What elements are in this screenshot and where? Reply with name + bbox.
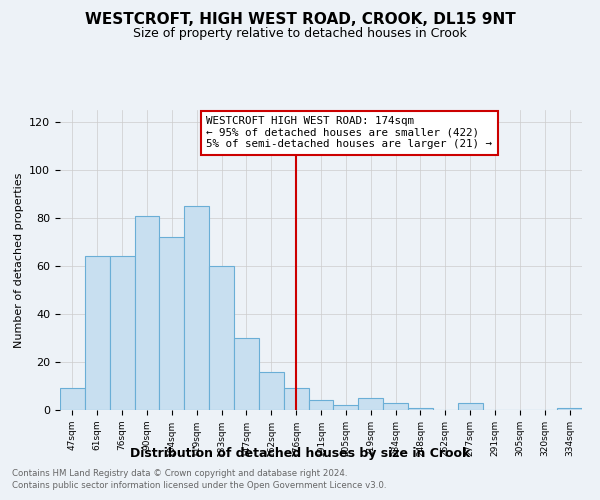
Y-axis label: Number of detached properties: Number of detached properties <box>14 172 23 348</box>
Text: WESTCROFT, HIGH WEST ROAD, CROOK, DL15 9NT: WESTCROFT, HIGH WEST ROAD, CROOK, DL15 9… <box>85 12 515 28</box>
Bar <box>284 388 308 410</box>
Bar <box>458 403 482 410</box>
Text: Size of property relative to detached houses in Crook: Size of property relative to detached ho… <box>133 28 467 40</box>
Bar <box>259 372 284 410</box>
Bar <box>408 408 433 410</box>
Bar <box>358 398 383 410</box>
Bar <box>134 216 160 410</box>
Bar <box>184 206 209 410</box>
Bar <box>383 403 408 410</box>
Text: WESTCROFT HIGH WEST ROAD: 174sqm
← 95% of detached houses are smaller (422)
5% o: WESTCROFT HIGH WEST ROAD: 174sqm ← 95% o… <box>206 116 492 149</box>
Text: Distribution of detached houses by size in Crook: Distribution of detached houses by size … <box>130 448 470 460</box>
Bar <box>234 338 259 410</box>
Bar <box>308 400 334 410</box>
Bar <box>160 237 184 410</box>
Bar <box>60 388 85 410</box>
Bar <box>85 256 110 410</box>
Bar <box>557 408 582 410</box>
Text: Contains HM Land Registry data © Crown copyright and database right 2024.: Contains HM Land Registry data © Crown c… <box>12 468 347 477</box>
Bar <box>334 405 358 410</box>
Text: Contains public sector information licensed under the Open Government Licence v3: Contains public sector information licen… <box>12 481 386 490</box>
Bar <box>209 266 234 410</box>
Bar <box>110 256 134 410</box>
